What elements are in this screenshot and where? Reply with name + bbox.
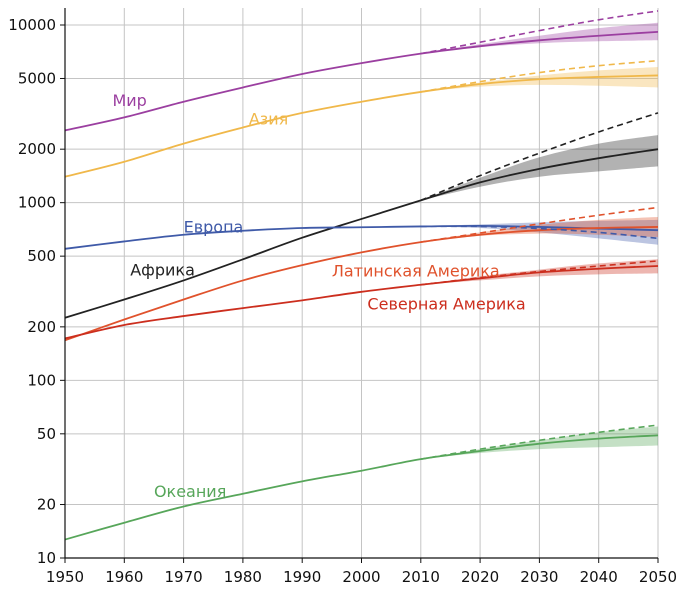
line-oceania (64, 434, 659, 541)
series-lines (64, 30, 659, 541)
series-labels: Мир Азия Африка Европа Латинская Америка Севе… (112, 91, 525, 501)
line-asia (64, 74, 659, 178)
projection-lines (420, 10, 659, 460)
x-tick-label: 1970 (165, 568, 203, 586)
x-tick-label: 1980 (224, 568, 262, 586)
y-tick-label: 200 (27, 318, 56, 336)
x-tick-label: 2050 (639, 568, 677, 586)
projection-europe (420, 225, 659, 240)
projection-oceania (420, 424, 659, 460)
label-africa: Африка (130, 260, 195, 279)
label-latin-america: Латинская Америка (332, 261, 500, 280)
label-asia: Азия (249, 110, 288, 129)
y-tick-label: 50 (37, 425, 56, 443)
label-oceania: Океания (154, 482, 226, 501)
y-tick-label: 5000 (18, 69, 56, 87)
x-tick-label: 2020 (461, 568, 499, 586)
x-tick-label: 1990 (283, 568, 321, 586)
y-tick-label: 1000 (18, 194, 56, 212)
line-africa (64, 148, 659, 319)
projection-asia (420, 59, 659, 93)
x-tick-label: 2010 (402, 568, 440, 586)
x-axis-ticks: 1950 1960 1970 1980 1990 2000 2010 2020 2030 2040… (46, 558, 677, 586)
x-tick-label: 1960 (105, 568, 143, 586)
band-africa (420, 135, 658, 201)
y-tick-label: 20 (37, 496, 56, 514)
y-axis-ticks: 10 20 50 100 200 500 1000 2000 5000 10000 (8, 16, 65, 567)
line-europe (64, 224, 659, 250)
x-tick-label: 1950 (46, 568, 84, 586)
y-tick-label: 2000 (18, 140, 56, 158)
line-north-america (64, 265, 659, 340)
projection-north-america (420, 260, 659, 286)
y-tick-label: 10 (37, 549, 56, 567)
x-tick-label: 2030 (520, 568, 558, 586)
x-tick-label: 2040 (580, 568, 618, 586)
projection-world (420, 10, 659, 55)
y-tick-label: 500 (27, 247, 56, 265)
x-tick-label: 2000 (342, 568, 380, 586)
label-north-america: Северная Америка (367, 295, 525, 314)
projection-latin-america (420, 206, 659, 243)
y-tick-label: 100 (27, 371, 56, 389)
line-world (64, 30, 659, 132)
label-europe: Европа (184, 217, 244, 236)
y-tick-label: 10000 (8, 16, 56, 34)
label-world: Мир (112, 91, 146, 110)
